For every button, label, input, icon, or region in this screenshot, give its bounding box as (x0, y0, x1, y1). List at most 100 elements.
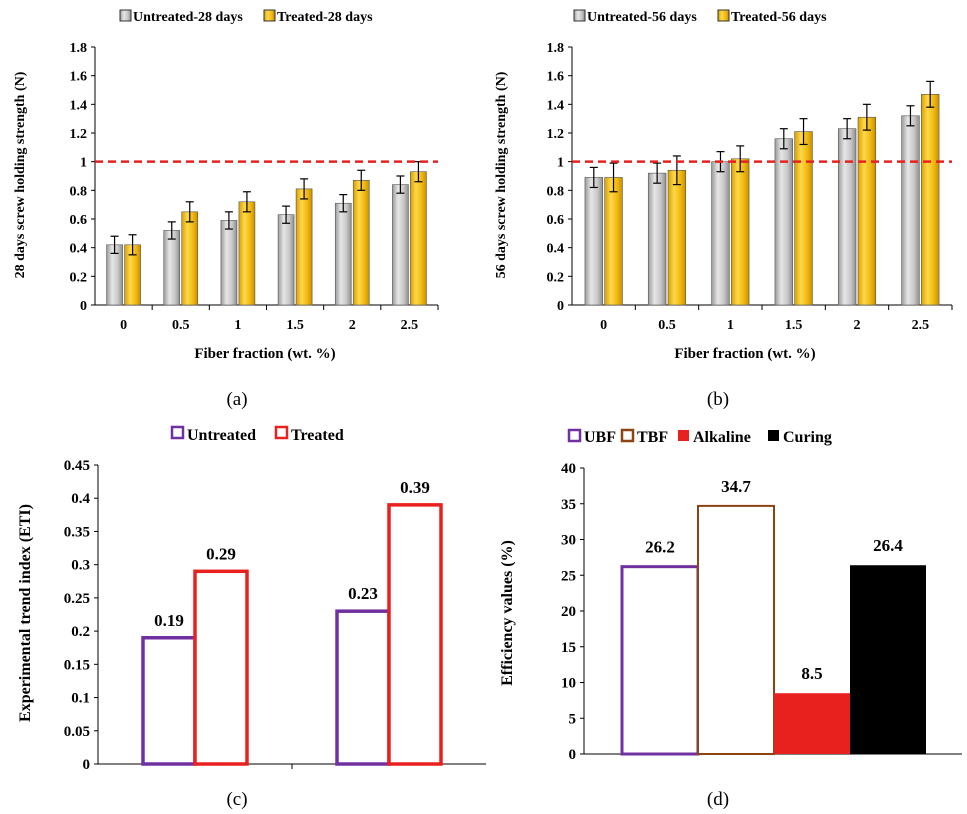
legend-swatch-untreated (170, 425, 185, 440)
ylabel-a: 28 days screw holding strength (N) (13, 71, 28, 278)
bar-a-untreated (220, 220, 238, 306)
xlabel-b: Fiber fraction (wt. %) (674, 346, 815, 362)
bar-b-untreated (711, 161, 730, 306)
data-label-d-alkaline: 8.5 (801, 664, 822, 683)
y-tick-label-d: 40 (561, 461, 576, 477)
legend-a: Untreated-28 days Treated-28 days (119, 9, 373, 25)
legend-label-untreated-56: Untreated-56 days (587, 10, 697, 25)
plots: 0 0.2 0.4 0.6 0.8 1 1.2 1.4 1.6 1.8 0 0.5 1 1.5 2 2.5 0 0… (64, 41, 962, 773)
y-tick-label-b: 0.8 (547, 184, 565, 199)
bar-b-untreated (774, 138, 793, 306)
y-tick-label-b: 0 (557, 299, 564, 314)
data-label-d-tbf: 34.7 (721, 477, 751, 496)
y-tick-label-b: 1.2 (547, 127, 565, 142)
y-tick-label-d: 35 (561, 497, 576, 513)
legend-label-untreated-28: Untreated-28 days (133, 10, 243, 25)
y-tick-label-a: 1.8 (70, 41, 88, 56)
y-tick-label-a: 0 (80, 299, 87, 314)
panel-label-b: (b) (707, 389, 729, 410)
legend-label-alkaline: Alkaline (693, 429, 751, 446)
legend-label-ubf: UBF (584, 429, 616, 446)
y-tick-label-a: 1.6 (70, 70, 88, 85)
x-tick-label-b: 2.5 (912, 318, 930, 333)
data-label-c: 0.19 (154, 611, 184, 630)
legend-swatch-untreated-28 (119, 9, 132, 22)
y-tick-label-c: 0.1 (71, 691, 90, 707)
legend-swatch-treated-56 (717, 9, 730, 22)
y-tick-label-d: 30 (561, 533, 576, 549)
x-tick-label-b: 1 (727, 318, 734, 333)
bar-a-treated (295, 188, 313, 306)
panel-label-d: (d) (707, 789, 729, 810)
bar-a-untreated (392, 184, 409, 306)
legend-c: Untreated Treated (170, 425, 344, 444)
y-tick-label-b: 0.6 (547, 213, 565, 228)
bar-c-treated (387, 503, 443, 766)
y-tick-label-b: 0.2 (547, 270, 565, 285)
panel-label-a: (a) (226, 389, 247, 410)
bar-a-untreated (277, 214, 295, 306)
y-tick-label-d: 10 (561, 676, 576, 692)
y-tick-label-c: 0 (83, 757, 91, 773)
legend-swatch-ubf (567, 428, 582, 443)
bar-a-treated (181, 211, 199, 306)
y-tick-label-a: 0.8 (70, 184, 88, 199)
y-tick-label-a: 0.4 (70, 242, 88, 257)
y-tick-label-c: 0.35 (64, 524, 90, 540)
x-tick-label-a: 0.5 (172, 318, 190, 333)
bar-a-treated (352, 180, 370, 306)
legend-swatch-alkaline (678, 430, 689, 441)
y-tick-label-a: 1.2 (70, 127, 88, 142)
bar-b-treated (921, 94, 940, 306)
y-tick-label-a: 1.4 (70, 98, 88, 113)
y-tick-label-b: 1.8 (547, 41, 565, 56)
y-tick-label-c: 0.15 (64, 657, 90, 673)
legend-swatch-untreated-56 (573, 9, 586, 22)
legend-swatch-curing (768, 430, 779, 441)
y-tick-label-a: 1 (80, 156, 87, 171)
y-tick-label-c: 0.45 (64, 458, 90, 474)
bar-b-untreated (584, 177, 603, 306)
bar-b-untreated (837, 128, 857, 306)
data-label-c: 0.23 (348, 584, 378, 603)
bar-d-tbf (697, 504, 775, 755)
bar-b-treated (794, 131, 813, 306)
y-tick-label-b: 1.4 (547, 98, 565, 113)
y-tick-label-c: 0.3 (71, 558, 90, 574)
data-label-d-ubf: 26.2 (645, 538, 675, 557)
legend-label-tbf: TBF (637, 429, 668, 446)
bar-a-treated (410, 171, 427, 306)
bar-a-untreated (163, 230, 181, 306)
y-tick-label-c: 0.25 (64, 591, 90, 607)
bar-b-treated (731, 158, 750, 306)
bar-b-treated (604, 177, 623, 306)
y-tick-label-c: 0.05 (64, 724, 90, 740)
x-tick-label-b: 0 (600, 318, 607, 333)
x-tick-label-a: 2 (349, 318, 356, 333)
bar-a-untreated (334, 202, 352, 306)
x-tick-label-a: 1 (234, 318, 241, 333)
bar-b-untreated (647, 172, 667, 306)
y-tick-label-c: 0.2 (71, 624, 90, 640)
bar-d-alkaline (774, 693, 850, 754)
legend-b: Untreated-56 days Treated-56 days (573, 9, 827, 25)
y-tick-label-b: 1.6 (547, 70, 565, 85)
bar-c-untreated (335, 609, 391, 766)
y-tick-label-c: 0.4 (71, 491, 90, 507)
panel-label-c: (c) (226, 789, 247, 810)
legend-label-treated-28: Treated-28 days (277, 10, 373, 25)
x-tick-label-b: 0.5 (658, 318, 676, 333)
y-tick-label-b: 1 (557, 156, 564, 171)
bar-c-treated (193, 569, 249, 766)
bar-c-untreated (141, 636, 197, 766)
ylabel-b: 56 days screw holding strength (N) (494, 71, 509, 278)
ylabel-c: Experimental trend index (ETI) (17, 504, 34, 722)
y-tick-label-d: 25 (561, 568, 576, 584)
y-tick-label-d: 0 (569, 747, 577, 763)
y-tick-label-a: 0.2 (70, 270, 88, 285)
bar-b-treated (857, 116, 877, 306)
x-tick-label-b: 2 (854, 318, 861, 333)
legend-swatch-treated-28 (263, 9, 276, 22)
legend-swatch-tbf (620, 428, 635, 443)
